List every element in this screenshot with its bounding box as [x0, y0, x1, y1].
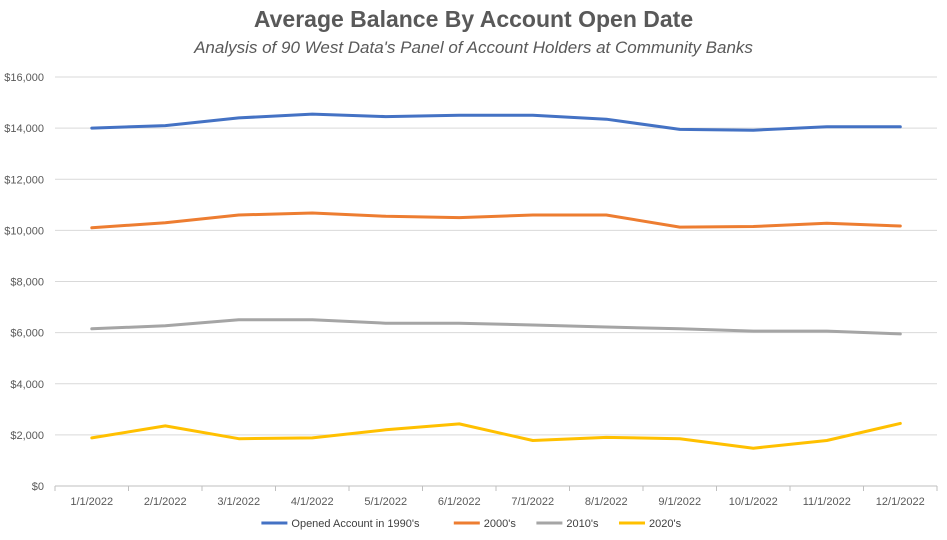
x-tick-label: 11/1/2022 — [803, 496, 851, 508]
legend-item: Opened Account in 1990's — [261, 518, 420, 530]
y-axis-tick-labels: $0 $2,000 $4,000 $6,000 $8,000 $10,000 $12,000… — [4, 72, 44, 493]
x-tick-label: 1/1/2022 — [70, 496, 113, 508]
y-tick-label: $16,000 — [4, 72, 44, 84]
x-tick-label: 2/1/2022 — [144, 496, 187, 508]
series-line — [90, 318, 902, 336]
series-lines — [90, 112, 902, 450]
legend-item: 2000's — [453, 518, 517, 530]
x-axis-tick-labels: 1/1/2022 2/1/2022 3/1/2022 4/1/2022 5/1/2022… — [70, 496, 924, 508]
x-tick-label: 8/1/2022 — [585, 496, 628, 508]
y-tick-label: $4,000 — [10, 379, 44, 391]
legend-item: 2020's — [619, 518, 682, 530]
y-tick-label: $8,000 — [10, 277, 44, 289]
y-tick-label: $10,000 — [4, 225, 44, 237]
x-axis — [54, 485, 938, 491]
x-tick-label: 5/1/2022 — [364, 496, 407, 508]
series-line — [90, 421, 902, 450]
gridlines — [55, 76, 937, 436]
x-tick-label: 10/1/2022 — [729, 496, 778, 508]
x-tick-label: 9/1/2022 — [658, 496, 701, 508]
y-tick-label: $12,000 — [4, 174, 44, 186]
series-line — [90, 112, 902, 132]
x-tick-label: 6/1/2022 — [438, 496, 481, 508]
chart-title: Average Balance By Account Open Date — [253, 6, 694, 32]
legend: Opened Account in 1990's 2000's 2010's 2020… — [261, 518, 682, 530]
x-tick-label: 7/1/2022 — [511, 496, 554, 508]
x-tick-label: 4/1/2022 — [291, 496, 334, 508]
x-tick-label: 12/1/2022 — [876, 496, 925, 508]
legend-label: 2010's — [566, 518, 599, 530]
y-tick-label: $6,000 — [10, 328, 44, 340]
series-line — [90, 211, 902, 230]
x-tick-label: 3/1/2022 — [217, 496, 260, 508]
y-tick-label: $14,000 — [4, 123, 44, 135]
legend-label: 2020's — [649, 518, 682, 530]
y-tick-label: $2,000 — [10, 430, 44, 442]
legend-label: Opened Account in 1990's — [291, 518, 420, 530]
legend-item: 2010's — [536, 518, 599, 530]
chart-subtitle: Analysis of 90 West Data's Panel of Acco… — [194, 38, 753, 57]
legend-label: 2000's — [484, 518, 517, 530]
y-tick-label: $0 — [32, 481, 44, 493]
